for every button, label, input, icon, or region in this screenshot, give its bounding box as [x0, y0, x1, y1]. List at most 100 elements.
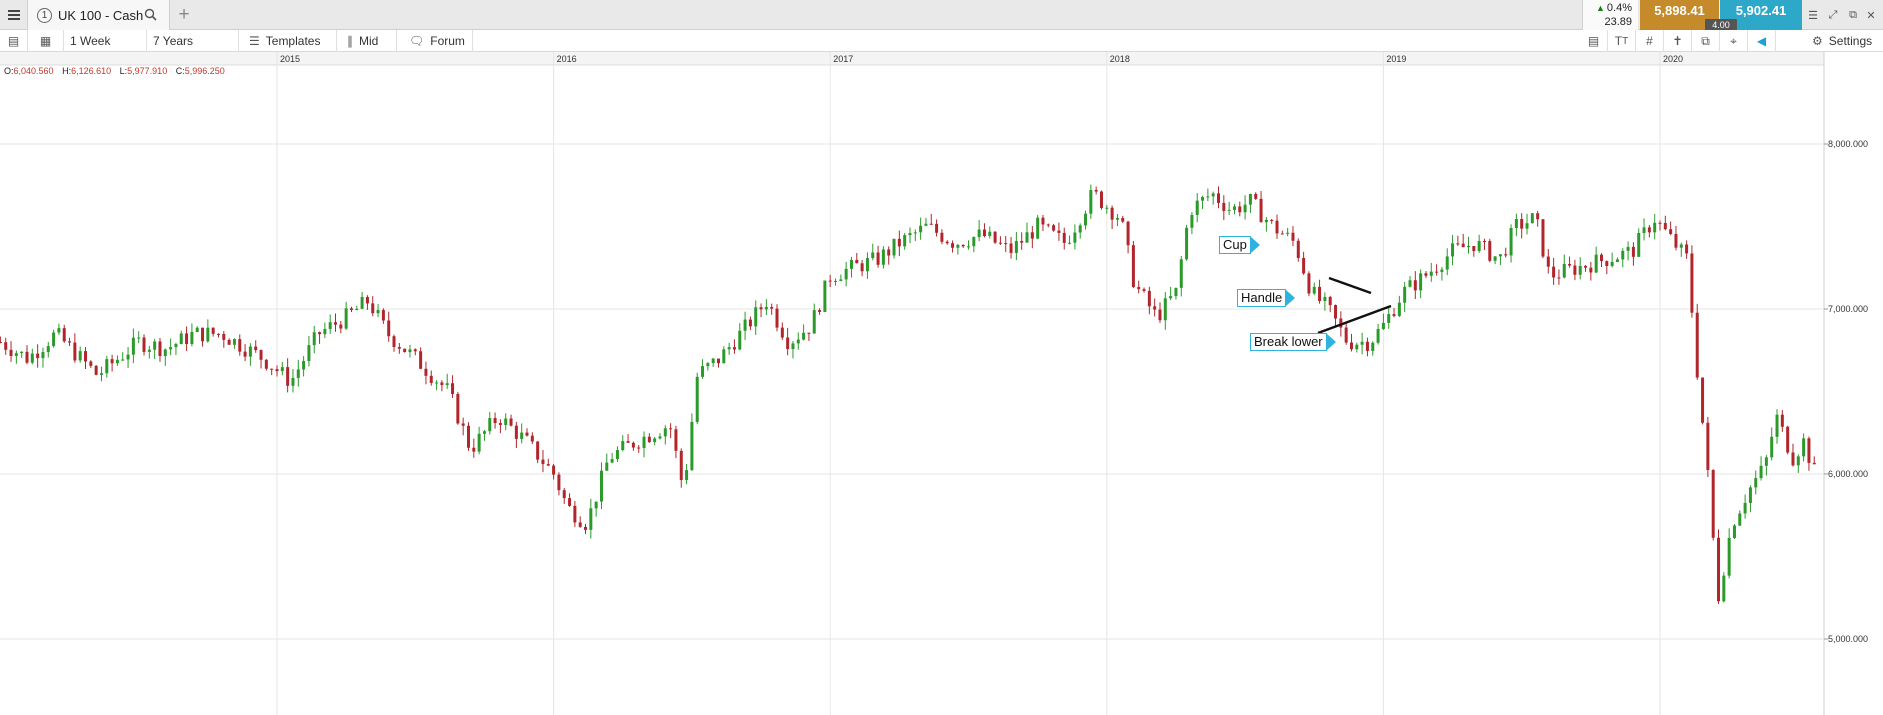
candle-body	[1062, 232, 1066, 243]
candle-body	[1435, 271, 1439, 273]
candle-body	[1365, 341, 1369, 351]
candle-body	[1472, 246, 1476, 252]
candle-body	[286, 367, 290, 386]
candle-body	[78, 351, 82, 361]
candle-body	[509, 418, 513, 426]
candle-body	[610, 459, 614, 463]
candle-body	[227, 339, 231, 345]
chart-tab[interactable]: 1 UK 100 - Cash	[28, 0, 170, 30]
time-axis	[0, 52, 1824, 65]
candle-body	[1722, 575, 1726, 602]
candle-body	[929, 223, 933, 225]
layout-icon[interactable]: ▦	[28, 30, 64, 52]
candle-body	[254, 346, 258, 351]
candle-body	[1770, 436, 1774, 458]
candle-body	[903, 235, 907, 247]
candle-body	[1232, 206, 1236, 210]
candle-body	[1477, 241, 1481, 252]
search-icon[interactable]	[144, 8, 157, 21]
candle-body	[451, 383, 455, 394]
candle-body	[1057, 230, 1061, 233]
candle-body	[908, 232, 912, 236]
candle-body	[9, 349, 13, 356]
candle-body	[1211, 193, 1215, 197]
candle-body	[935, 223, 939, 233]
candle-body	[1264, 219, 1268, 223]
candle-body	[1504, 254, 1508, 256]
candle-body	[413, 349, 417, 352]
candle-body	[1371, 342, 1375, 351]
chart-canvas[interactable]: 2015 2016 2017 2018 2019 2020 8,000.000 7,000.0…	[0, 52, 1883, 715]
settings-label: Settings	[1828, 34, 1873, 48]
candle-body	[706, 363, 710, 367]
annotation-handle[interactable]: Handle	[1237, 288, 1296, 307]
candle-body	[520, 432, 524, 439]
candle-body	[360, 297, 364, 309]
menu-icon[interactable]	[0, 0, 28, 30]
candle-body	[1653, 222, 1657, 233]
candle-body	[578, 522, 582, 527]
price-type-button[interactable]: ∥ Mid	[337, 30, 397, 52]
candle-body	[1568, 263, 1572, 266]
candle-body	[1014, 240, 1018, 253]
panel-list-icon[interactable]: ☰	[1808, 9, 1818, 22]
candle-body	[1791, 452, 1795, 466]
annotation-cup-label: Cup	[1219, 235, 1251, 254]
candle-body	[99, 373, 103, 375]
templates-button[interactable]: ☰ Templates	[239, 30, 337, 52]
candle-body	[307, 345, 311, 362]
candle-body	[647, 436, 651, 443]
candle-body	[1190, 214, 1194, 228]
candle-body	[62, 328, 66, 342]
candle-body	[759, 307, 763, 310]
candle-body	[1786, 426, 1790, 453]
copy-icon[interactable]: ⧉	[1692, 30, 1720, 52]
candle-body	[1280, 233, 1284, 235]
candle-body	[881, 249, 885, 265]
candle-body	[46, 346, 50, 353]
candle-body	[1142, 289, 1146, 291]
drawing-tools-icon[interactable]: ✝	[1664, 30, 1692, 52]
price-chart[interactable]: 2015 2016 2017 2018 2019 2020 8,000.000 7,000.0…	[0, 52, 1883, 715]
candle-body	[1626, 246, 1630, 251]
candle-body	[998, 242, 1002, 244]
add-tab-icon[interactable]: +	[178, 4, 190, 25]
candle-body	[488, 418, 492, 432]
x-tick-label: 2018	[1110, 54, 1130, 64]
settings-button[interactable]: ⚙ Settings	[1806, 30, 1883, 52]
price-type-label: Mid	[359, 34, 379, 48]
interval-select[interactable]: 1 Week	[64, 30, 147, 52]
popout-icon[interactable]: ⧉	[1849, 8, 1857, 21]
forum-button[interactable]: 🗨 Forum	[397, 30, 473, 52]
candle-body	[1397, 302, 1401, 316]
candle-body	[222, 333, 226, 340]
candle-body	[1456, 243, 1460, 245]
annotation-cup[interactable]: Cup	[1219, 235, 1260, 254]
tag-icon[interactable]: ◀	[1748, 30, 1776, 52]
candle-body	[1509, 227, 1513, 256]
candle-body	[1451, 243, 1455, 257]
x-tick-label: 2017	[833, 54, 853, 64]
low-label: L:	[119, 66, 128, 76]
candle-body	[589, 508, 593, 530]
range-select[interactable]: 7 Years	[147, 30, 239, 52]
candle-body	[163, 349, 167, 357]
crosshair-icon[interactable]: ⌖	[1720, 30, 1748, 52]
list-icon[interactable]: ▤	[0, 30, 28, 52]
grid-icon[interactable]: #	[1636, 30, 1664, 52]
candle-body	[1243, 204, 1247, 213]
candle-body	[232, 339, 236, 345]
close-icon[interactable]: ✕	[1866, 9, 1876, 22]
candle-body	[482, 431, 486, 434]
candle-body	[328, 322, 332, 329]
annotation-break[interactable]: Break lower	[1250, 332, 1336, 351]
candle-body	[951, 243, 955, 248]
notes-icon[interactable]: ▤	[1580, 30, 1608, 52]
sell-button[interactable]: 5,898.41	[1640, 0, 1719, 30]
trendline-upper	[1328, 276, 1372, 295]
annotation-handle-label: Handle	[1237, 288, 1287, 307]
collapse-icon[interactable]: ⤢	[1828, 8, 1838, 21]
candle-body	[440, 382, 444, 386]
candle-body	[1674, 233, 1678, 248]
